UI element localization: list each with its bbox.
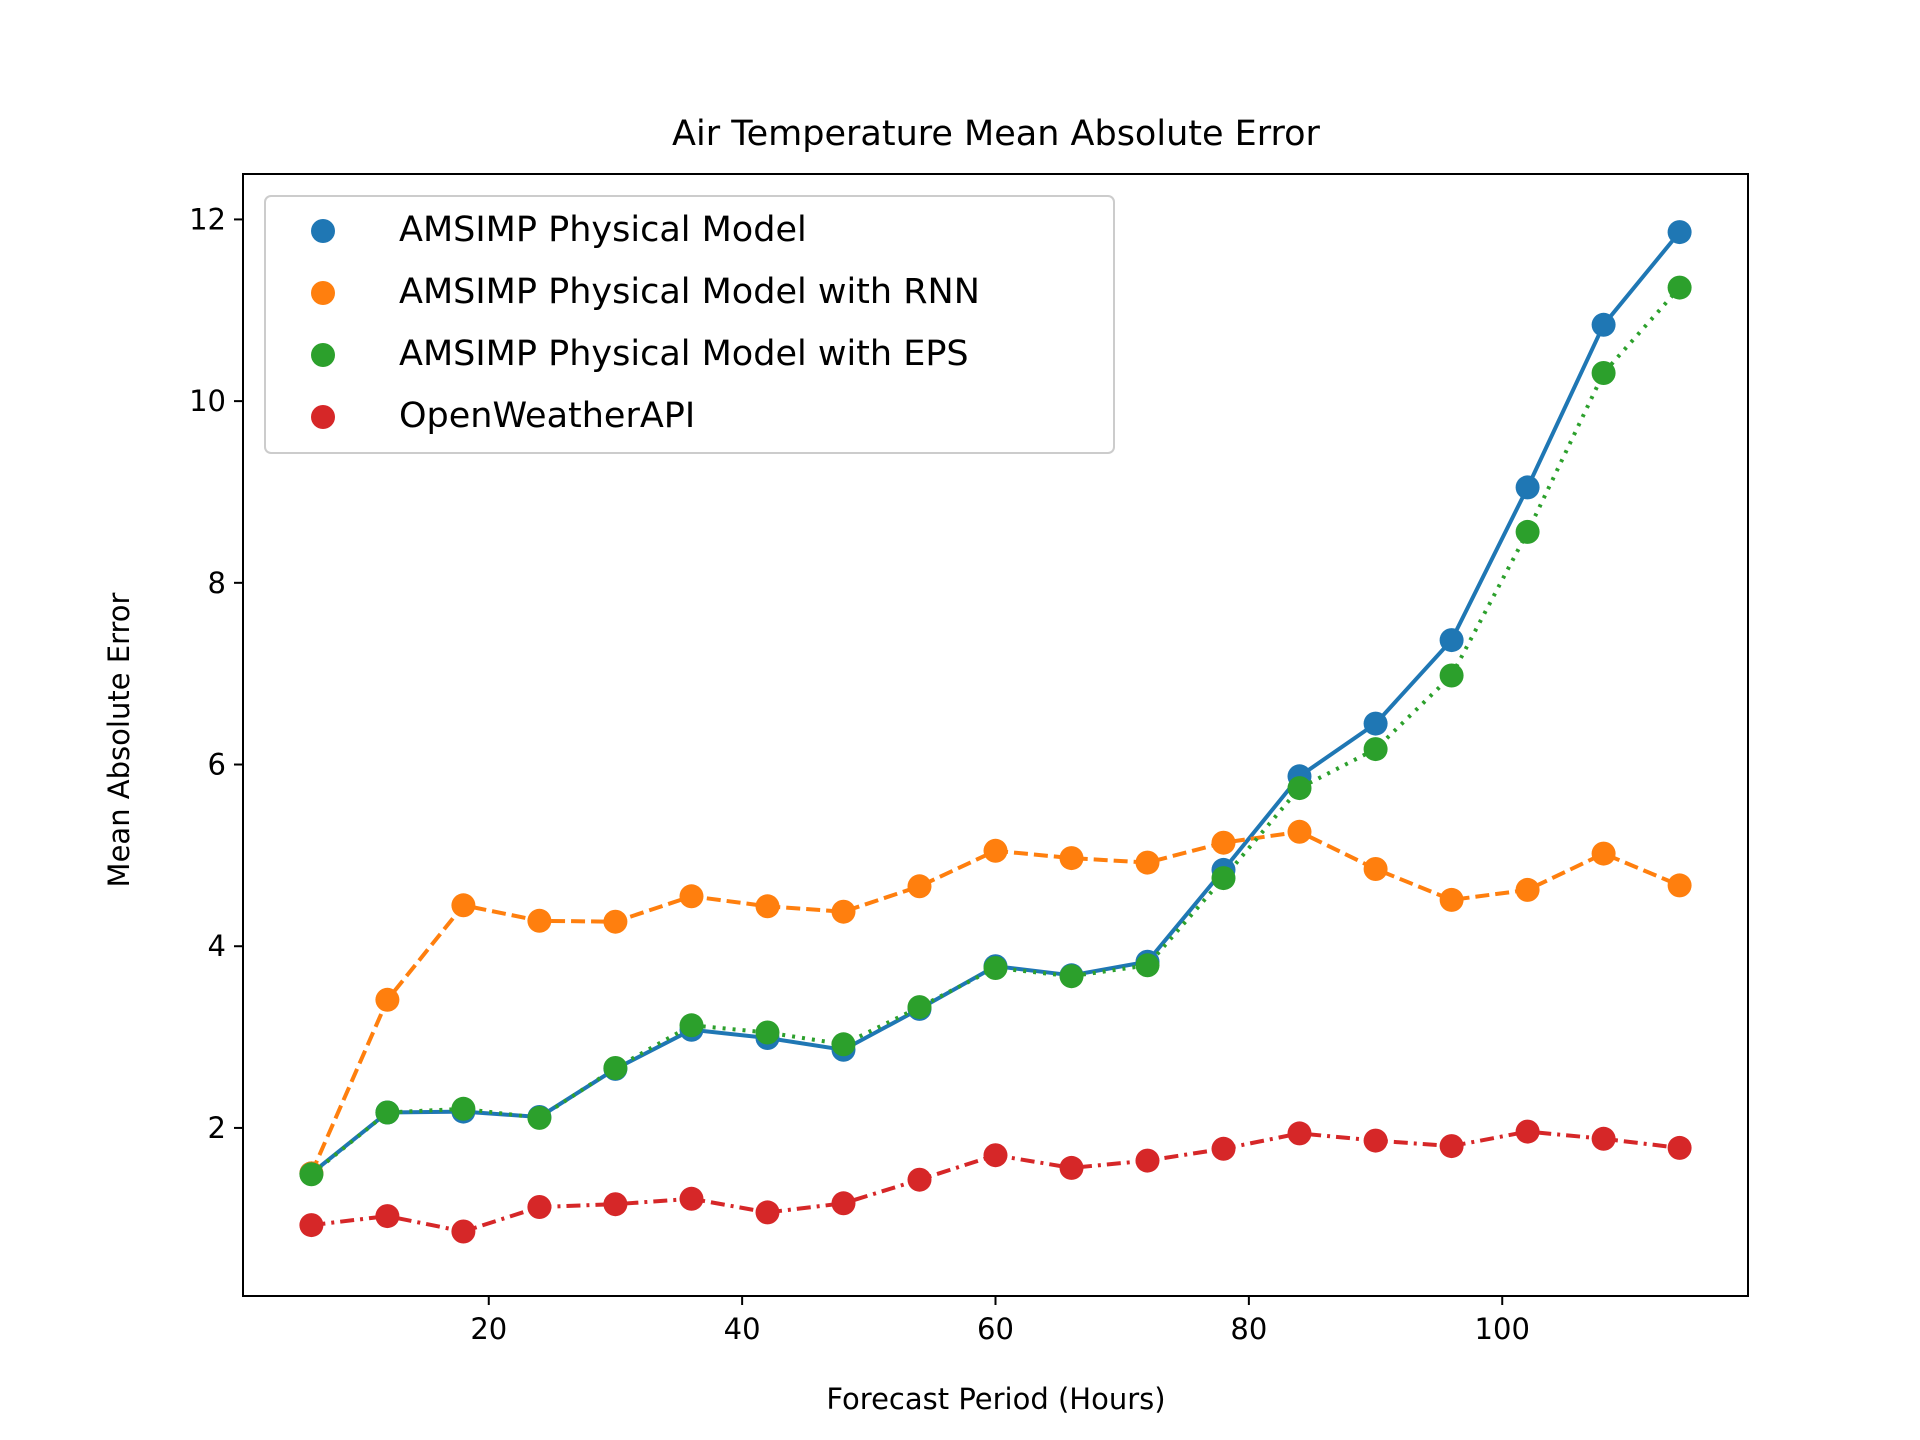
data-point (1439, 1134, 1464, 1159)
data-point (831, 899, 856, 924)
data-point (1059, 846, 1084, 871)
data-point (907, 1167, 932, 1192)
data-point (1135, 850, 1160, 875)
data-point (603, 909, 628, 934)
legend-marker (311, 219, 335, 243)
legend-label: OpenWeatherAPI (399, 396, 695, 436)
legend-marker (311, 343, 335, 367)
data-point (907, 995, 932, 1020)
data-point (1591, 361, 1616, 385)
data-point (1211, 1136, 1236, 1161)
data-point (1059, 1155, 1084, 1180)
data-point (299, 1162, 324, 1187)
data-point (983, 1143, 1008, 1168)
legend-marker (311, 405, 335, 429)
data-point (679, 1186, 704, 1211)
data-point (1667, 873, 1692, 898)
data-point (1591, 841, 1616, 866)
data-point (1287, 776, 1312, 801)
data-point (527, 1195, 552, 1219)
data-point (831, 1032, 856, 1057)
x-tick-label: 40 (724, 1312, 761, 1346)
data-point (299, 1213, 324, 1238)
data-point (527, 908, 552, 933)
data-point (1515, 475, 1540, 500)
legend-box (264, 195, 1115, 454)
data-point (1439, 663, 1464, 688)
x-tick-label: 60 (977, 1312, 1014, 1346)
data-point (755, 1020, 780, 1045)
data-point (451, 893, 476, 918)
data-point (1363, 711, 1388, 736)
y-tick-label: 8 (208, 566, 226, 600)
data-point (1515, 519, 1540, 544)
data-point (451, 1096, 476, 1121)
data-point (1667, 220, 1692, 245)
y-tick-label: 12 (189, 202, 226, 236)
data-point (1439, 628, 1464, 653)
data-point (1515, 1119, 1540, 1144)
data-point (527, 1105, 552, 1130)
y-tick-label: 4 (208, 929, 226, 963)
data-point (1439, 887, 1464, 912)
data-point (603, 1056, 628, 1080)
x-tick-label: 20 (470, 1312, 507, 1346)
data-point (755, 1200, 780, 1225)
y-tick-label: 2 (208, 1111, 226, 1145)
data-point (755, 894, 780, 919)
data-point (1591, 312, 1616, 337)
chart-title: Air Temperature Mean Absolute Error (672, 114, 1321, 154)
data-point (1135, 1148, 1160, 1173)
data-point (1515, 877, 1540, 902)
data-point (451, 1219, 476, 1244)
data-point (831, 1191, 856, 1216)
data-point (983, 956, 1008, 980)
data-point (375, 1204, 400, 1229)
data-point (1363, 737, 1388, 762)
y-tick-label: 10 (189, 384, 226, 418)
data-point (983, 838, 1008, 863)
legend-label: AMSIMP Physical Model with EPS (399, 334, 969, 374)
data-point (603, 1192, 628, 1217)
y-tick-label: 6 (208, 748, 226, 782)
data-point (1591, 1126, 1616, 1151)
data-point (375, 1100, 400, 1125)
data-point (1135, 953, 1160, 978)
data-point (1287, 1121, 1312, 1146)
data-point (1363, 857, 1388, 881)
data-point (375, 987, 400, 1012)
data-point (1667, 275, 1692, 300)
axis-ticks: 20 40 60 80 100 2 4 6 8 10 12 (189, 202, 1530, 1346)
data-point (1287, 819, 1312, 844)
data-point (679, 884, 704, 909)
legend-label: AMSIMP Physical Model with RNN (399, 272, 980, 312)
data-point (1667, 1135, 1692, 1160)
plot-area (299, 220, 1692, 1244)
data-point (1363, 1128, 1388, 1153)
data-point (1211, 830, 1236, 855)
data-point (1059, 964, 1084, 989)
data-point (907, 874, 932, 899)
data-point (679, 1013, 704, 1038)
x-axis-label: Forecast Period (Hours) (826, 1382, 1165, 1416)
data-point (1211, 866, 1236, 891)
x-tick-label: 100 (1475, 1312, 1530, 1346)
legend: AMSIMP Physical Model AMSIMP Physical Mod… (264, 195, 1115, 454)
x-tick-label: 80 (1230, 1312, 1267, 1346)
legend-marker (311, 281, 335, 305)
y-axis-label: Mean Absolute Error (102, 592, 136, 887)
legend-label: AMSIMP Physical Model (399, 210, 807, 250)
